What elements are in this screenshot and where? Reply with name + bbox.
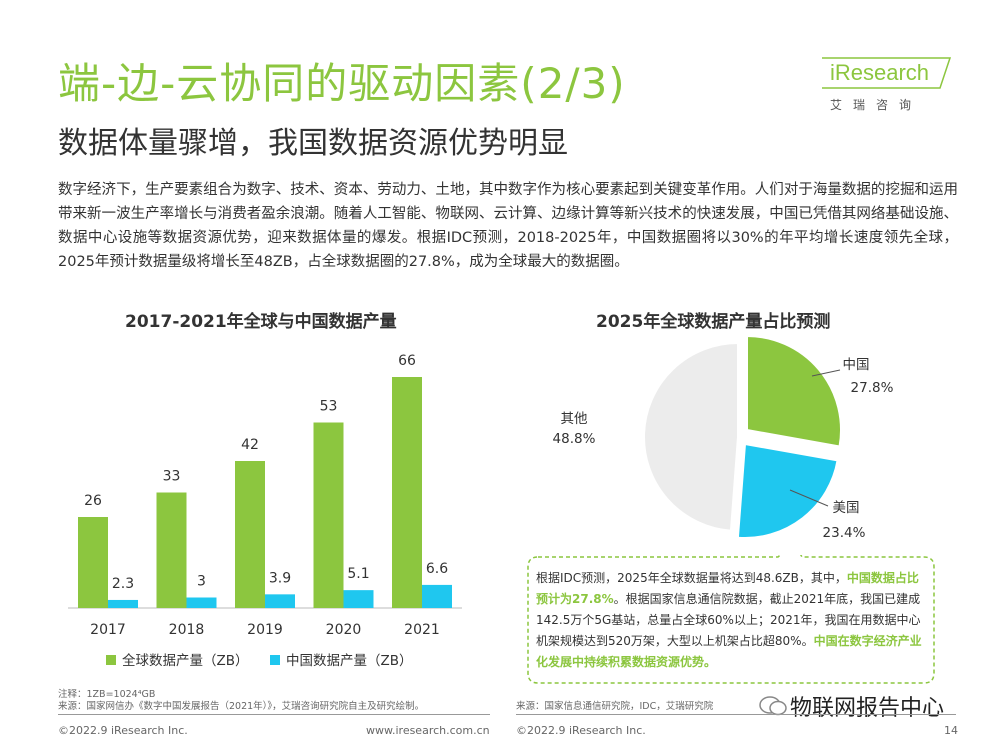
pie-slice-1 (736, 442, 839, 539)
pie-label-name-usa: 美国 (833, 500, 860, 516)
watermark-text: 物联网报告中心 (790, 696, 945, 721)
pie-label-name-other: 其他 (561, 411, 588, 427)
source-left: 来源：国家网信办《数字中国发展报告（2021年）》，艾瑞咨询研究院自主及研究绘制… (58, 701, 425, 712)
footer-copyright-right: ©2022.9 iResearch Inc. (516, 724, 646, 737)
footer-url: www.iresearch.com.cn (366, 724, 490, 737)
x-tick-label: 2018 (169, 622, 205, 638)
china-bar (265, 594, 295, 608)
logo-frame (822, 57, 952, 89)
page-subtitle: 数据体量骤增，我国数据资源优势明显 (58, 126, 568, 161)
global-bar (156, 492, 187, 608)
bar-chart-title: 2017-2021年全球与中国数据产量 (125, 312, 397, 332)
global-bar (313, 422, 344, 608)
footer-divider-left (58, 714, 490, 715)
footer-divider-right (516, 714, 956, 715)
pie-label-pct-other: 48.8% (553, 431, 596, 447)
global-value-label: 53 (320, 399, 338, 415)
legend-swatch-global (106, 655, 116, 665)
global-bar (392, 377, 422, 608)
callout-highlight-1: 中国数据占比预计为27.8% (536, 571, 919, 606)
legend-label-china: 中国数据产量（ZB） (286, 653, 413, 669)
china-value-label: 3.9 (269, 570, 291, 586)
callout-highlight-2: 中国在数字经济产业化发展中持续积累数据资源优势。 (536, 634, 922, 669)
callout-text: 根据IDC预测，2025年全球数据量将达到48.6ZB，其中，中国数据占比预计为… (536, 568, 928, 673)
global-bar (78, 517, 108, 608)
china-value-label: 5.1 (347, 566, 369, 582)
china-value-label: 2.3 (112, 576, 134, 592)
x-tick-label: 2019 (247, 622, 283, 638)
pie-slice-2 (643, 341, 739, 532)
page-title: 端-边-云协同的驱动因素(2/3) (58, 59, 626, 108)
iresearch-logo: iResearch 艾瑞咨询 (820, 52, 960, 122)
page-number: 14 (944, 724, 958, 737)
pie-label-pct-usa: 23.4% (823, 525, 866, 541)
x-tick-label: 2020 (326, 622, 362, 638)
legend-label-global: 全球数据产量（ZB） (122, 652, 249, 669)
x-tick-label: 2017 (90, 622, 126, 638)
china-bar (186, 597, 217, 608)
logo-chinese: 艾瑞咨询 (830, 98, 923, 112)
intro-paragraph: 数字经济下，生产要素组合为数字、技术、资本、劳动力、土地，其中数字作为核心要素起… (58, 182, 958, 270)
pie-label-pct-china: 27.8% (851, 380, 894, 396)
chart-note: 注释：1ZB=1024⁴GB (58, 689, 156, 700)
pie-leader-china (811, 369, 841, 377)
global-bar (235, 461, 265, 608)
china-bar (108, 599, 138, 608)
callout-box (526, 541, 936, 685)
callout-part-1: 根据IDC预测，2025年全球数据量将达到48.6ZB，其中， (536, 571, 847, 585)
china-bar (343, 590, 374, 608)
footer-copyright-left: ©2022.9 iResearch Inc. (58, 724, 188, 737)
pie-slice-0 (746, 334, 842, 448)
source-right: 来源：国家信息通信研究院，IDC，艾瑞研究院 (516, 701, 714, 712)
china-value-label: 3 (197, 574, 206, 590)
callout-frame (527, 541, 935, 684)
china-value-label: 6.6 (426, 561, 448, 577)
pie-leader-usa (789, 489, 829, 507)
pie-label-name-china: 中国 (843, 357, 870, 373)
pie-chart-title: 2025年全球数据产量占比预测 (596, 312, 831, 332)
legend-swatch-china (270, 655, 280, 665)
global-value-label: 66 (398, 353, 416, 369)
logo-wordmark: iResearch (830, 60, 930, 85)
global-value-label: 42 (241, 437, 259, 453)
global-value-label: 33 (163, 469, 181, 485)
global-value-label: 26 (84, 493, 102, 509)
china-bar (422, 584, 452, 608)
x-tick-label: 2021 (404, 622, 440, 638)
callout-part-2: 。根据国家信息通信院数据，截止2021年底，我国已建成142.5万个5G基站，总… (536, 592, 921, 648)
